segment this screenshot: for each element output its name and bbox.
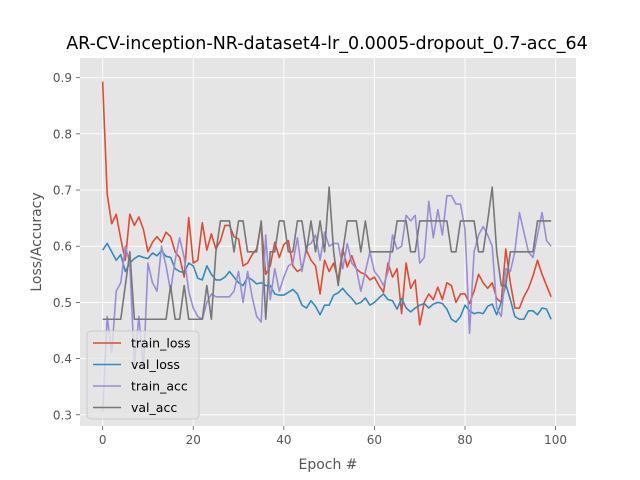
series-layer <box>101 81 552 412</box>
series-line-val-loss <box>101 242 552 323</box>
series-line-train-loss <box>101 81 552 326</box>
series-line-train-acc <box>101 194 552 412</box>
legend-box <box>86 330 200 420</box>
y-tick-label: 0.7 <box>53 184 72 198</box>
legend-label-val-acc: val_acc <box>131 400 177 415</box>
series-line-val-acc <box>102 186 552 321</box>
grid <box>80 58 576 426</box>
x-tick-label: 20 <box>186 433 201 447</box>
y-tick-label: 0.6 <box>53 240 72 254</box>
y-tick-label: 0.3 <box>53 408 72 422</box>
y-tick-label: 0.5 <box>53 296 72 310</box>
x-tick-label: 80 <box>457 433 472 447</box>
legend-label-train-loss: train_loss <box>131 336 191 351</box>
legend-label-train-acc: train_acc <box>131 379 188 394</box>
legend: train_loss val_loss train_acc val_acc <box>86 330 200 420</box>
y-axis-label: Loss/Accuracy <box>29 192 45 291</box>
x-axis: 0 20 40 60 80 100 <box>99 426 567 447</box>
y-tick-label: 0.4 <box>53 352 72 366</box>
x-tick-label: 40 <box>276 433 291 447</box>
chart-title: AR-CV-inception-NR-dataset4-lr_0.0005-dr… <box>66 34 588 54</box>
y-axis: 0.3 0.4 0.5 0.6 0.7 0.8 0.9 <box>53 71 80 422</box>
x-tick-label: 0 <box>99 433 107 447</box>
x-tick-label: 100 <box>544 433 567 447</box>
y-tick-label: 0.8 <box>53 127 72 141</box>
y-tick-label: 0.9 <box>53 71 72 85</box>
legend-label-val-loss: val_loss <box>131 357 180 372</box>
x-tick-label: 60 <box>367 433 382 447</box>
x-axis-label: Epoch # <box>298 457 357 473</box>
